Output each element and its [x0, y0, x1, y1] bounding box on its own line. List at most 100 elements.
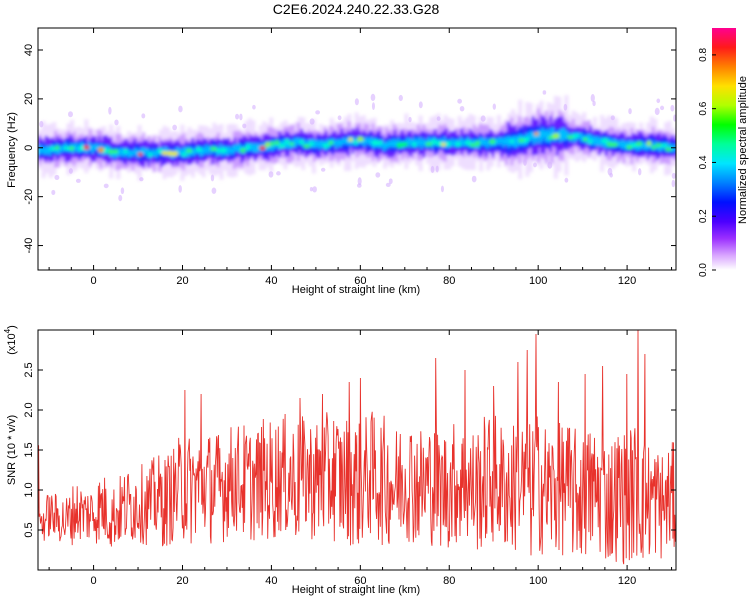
spectrogram-outlier: [563, 103, 568, 111]
spectrogram-hotspot: [425, 141, 433, 147]
spectrogram-y-tick-label: -20: [23, 189, 35, 205]
spectrogram-hotspot: [352, 140, 359, 145]
spectrogram-outlier: [51, 189, 56, 196]
spectrogram-cell: [54, 148, 57, 154]
spectrogram-outlier: [436, 116, 441, 121]
snr-y-tick-label: 2.0: [23, 402, 35, 417]
spectrogram-cell: [427, 137, 430, 146]
spectrogram-outlier: [114, 119, 119, 126]
spectrogram-cell: [390, 141, 393, 147]
spectrogram-cell: [461, 139, 464, 146]
spectrogram-hotspot: [63, 146, 71, 150]
spectrogram-outlier: [141, 113, 146, 119]
spectrogram-cell: [559, 129, 562, 143]
spectrogram-outlier: [252, 104, 256, 110]
spectrogram-hotspot: [635, 141, 643, 147]
spectrogram-outlier: [457, 98, 462, 104]
colorbar-label: Normalized spectral amplitude: [737, 76, 749, 224]
spectrogram-outlier: [471, 175, 477, 183]
spectrogram-cell: [256, 143, 260, 153]
spectrogram-cell: [237, 143, 240, 153]
spectrogram-outlier: [39, 120, 44, 128]
spectrogram-hotspot: [435, 140, 442, 147]
snr-x-tick-label: 60: [354, 575, 366, 587]
spectrogram-outlier: [656, 98, 661, 104]
figure-title: C2E6.2024.240.22.33.G28: [273, 1, 440, 17]
spectrogram-cell: [560, 128, 564, 141]
spectrogram-cell: [635, 142, 638, 151]
spectrogram-cell: [507, 136, 510, 148]
spectrogram-hotspot: [137, 152, 143, 157]
spectrogram-cell: [203, 148, 206, 154]
spectrogram-cell: [130, 150, 133, 156]
snr-y-tick-label: 1.0: [23, 482, 35, 497]
spectrogram-outlier: [435, 165, 439, 173]
spectrogram-outlier: [371, 102, 375, 110]
spectrogram-cell: [166, 148, 169, 156]
spectrogram-cell: [649, 141, 653, 149]
spectrogram-cell: [534, 131, 537, 141]
spectrogram-cell: [367, 138, 370, 144]
spectrogram-outlier: [542, 90, 547, 95]
spectrogram-outlier: [654, 107, 660, 116]
spectrogram-cell: [235, 145, 238, 152]
spectrogram-hotspot: [371, 139, 379, 146]
spectrogram-cell: [480, 137, 484, 146]
spectrogram-outlier: [592, 100, 596, 107]
spectrogram-cell: [496, 138, 500, 144]
spectrogram-cell: [653, 141, 656, 147]
spectrogram-cell: [270, 143, 274, 151]
spectrogram-cell: [580, 133, 583, 142]
spectrogram-outlier: [375, 172, 381, 178]
spectrogram-cell: [208, 145, 212, 151]
spectrogram-hotspot: [587, 139, 593, 145]
spectrogram-hotspot: [446, 140, 451, 147]
spectrogram-hotspot: [170, 151, 179, 157]
spectrogram-cell: [393, 139, 397, 148]
spectrogram-cell: [530, 131, 533, 141]
spectrogram-cell: [566, 131, 569, 139]
snr-axes: 0 20 40 60 80 100 120 0.5 1.0 1.5 2.0 2.5: [23, 330, 676, 587]
spectrogram-outlier: [54, 174, 60, 181]
spectrogram-hotspot: [322, 143, 330, 149]
spectrogram-outlier: [610, 115, 615, 121]
spectrogram-cell: [429, 138, 432, 145]
spectrogram-outlier: [357, 177, 362, 186]
spectrogram-hotspot: [469, 143, 476, 148]
spectrogram-hotspot: [656, 142, 662, 148]
spectrogram-cell: [182, 147, 185, 155]
spectrogram-outlier: [607, 167, 613, 176]
spectrogram-outlier: [337, 115, 342, 121]
spectrogram-cell: [667, 143, 670, 149]
spectrogram-cell: [589, 134, 592, 144]
spectrogram-cell: [363, 138, 366, 147]
spectrogram-cell: [551, 127, 555, 140]
spectrogram-cell: [333, 139, 336, 145]
spectrogram-outlier: [564, 177, 569, 183]
spectrogram-cell: [306, 140, 309, 148]
spectrogram-cell: [495, 138, 498, 146]
spectrogram-outlier: [118, 194, 123, 202]
spectrogram-cell: [73, 143, 76, 151]
spectrogram-cell: [343, 137, 347, 144]
spectrogram-outlier: [103, 183, 109, 189]
spectrogram-hotspot: [215, 148, 222, 153]
spectrogram-cell: [644, 143, 647, 150]
spectrogram-hotspot: [377, 140, 383, 146]
spectrogram-cell: [500, 135, 503, 152]
spectrogram-outlier: [315, 110, 321, 115]
spectrogram-cell: [118, 148, 121, 157]
spectrogram-cell: [93, 144, 96, 150]
spectrogram-cell: [205, 144, 208, 153]
spectrogram-cell: [336, 139, 340, 145]
spectrogram-cell: [431, 140, 434, 149]
spectrogram-hotspot: [465, 140, 471, 146]
spectrogram-outlier: [356, 183, 362, 188]
spectrogram-x-tick-label: 60: [354, 275, 366, 287]
spectrogram-hotspot: [69, 145, 75, 151]
spectrogram-cell: [46, 146, 50, 154]
spectrogram-hotspot: [571, 133, 580, 138]
spectrogram-cell: [201, 146, 204, 155]
spectrogram-cell: [176, 147, 180, 156]
spectrogram-hotspot: [646, 140, 652, 146]
